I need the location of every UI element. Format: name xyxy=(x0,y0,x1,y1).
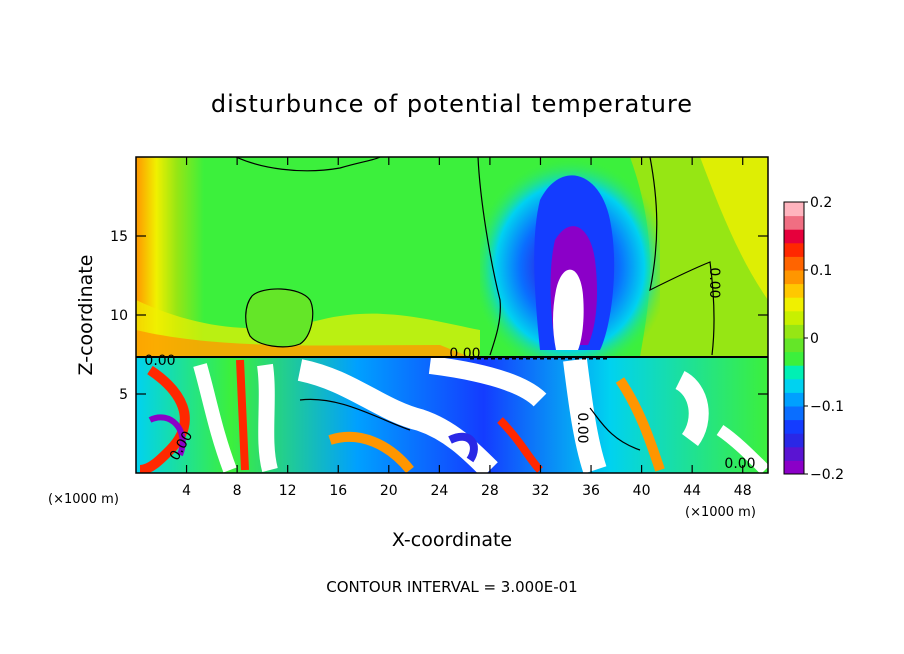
y-tick-label: 5 xyxy=(119,387,128,403)
colorbar-swatch xyxy=(784,460,804,475)
colorbar-swatch xyxy=(784,297,804,312)
colorbar-swatch xyxy=(784,229,804,244)
warm-blob xyxy=(245,288,313,347)
colorbar-swatch xyxy=(784,242,804,257)
x-unit-label-right: (×1000 m) xyxy=(685,505,756,520)
colorbar-swatch xyxy=(784,215,804,230)
x-unit-label-left: (×1000 m) xyxy=(48,492,119,507)
x-tick-label: 36 xyxy=(582,483,600,499)
x-tick-label: 32 xyxy=(532,483,550,499)
colorbar-swatch xyxy=(784,310,804,325)
contour-label: 0.00 xyxy=(144,353,175,369)
contour-label: 0.00 xyxy=(706,267,722,298)
colorbar-swatch xyxy=(784,324,804,339)
contour-labels: 0.00 0.00 0.00 0.00 0.00 0.00 xyxy=(144,267,755,472)
colorbar-swatch xyxy=(784,433,804,448)
colorbar-swatch xyxy=(784,419,804,434)
x-tick-label: 8 xyxy=(233,483,242,499)
colorbar-swatch xyxy=(784,202,804,217)
x-axis-label: X-coordinate xyxy=(392,529,512,551)
chart-title: disturbunce of potential temperature xyxy=(211,90,693,118)
colorbar-swatch xyxy=(784,351,804,366)
colorbar-tick-label: 0.2 xyxy=(810,195,832,211)
contour-lines xyxy=(235,157,715,451)
x-tick-label: 4 xyxy=(182,483,191,499)
x-tick-label: 20 xyxy=(380,483,398,499)
y-tick-label: 15 xyxy=(110,229,128,245)
colorbar-swatch xyxy=(784,446,804,461)
contour-label: 0.00 xyxy=(574,412,590,443)
x-tick-label: 12 xyxy=(279,483,297,499)
x-tick-label: 48 xyxy=(734,483,752,499)
colorbar-tick-label: −0.1 xyxy=(810,399,844,415)
colorbar-tick-label: 0.1 xyxy=(810,263,832,279)
colorbar-swatch xyxy=(784,283,804,298)
y-axis-label: Z-coordinate xyxy=(75,255,97,376)
colorbar-swatch xyxy=(784,256,804,271)
x-tick-label: 16 xyxy=(329,483,347,499)
colorbar-swatch xyxy=(784,338,804,353)
colorbar-tick-label: −0.2 xyxy=(810,467,844,483)
colorbar: 0.2 0.1 0 −0.1 −0.2 xyxy=(783,195,844,483)
x-tick-label: 24 xyxy=(430,483,448,499)
white-plume xyxy=(553,269,584,350)
x-tick-label: 40 xyxy=(633,483,651,499)
y-tick-label: 10 xyxy=(110,308,128,324)
colorbar-swatch xyxy=(784,406,804,421)
colorbar-swatch xyxy=(784,365,804,380)
x-tick-label: 44 xyxy=(683,483,701,499)
colorbar-swatch xyxy=(784,378,804,393)
right-warm-region xyxy=(700,157,768,300)
y-axis: 5 10 15 xyxy=(110,229,768,403)
lower-turbulent-features xyxy=(139,356,768,473)
x-tick-label: 28 xyxy=(481,483,499,499)
colorbar-swatch xyxy=(784,270,804,285)
warm-layer-base xyxy=(136,330,470,357)
plot-area xyxy=(136,157,768,473)
contour-interval-note: CONTOUR INTERVAL = 3.000E-01 xyxy=(326,578,577,596)
contour-label: 0.00 xyxy=(449,346,480,362)
colorbar-swatch xyxy=(784,392,804,407)
contour-label: 0.00 xyxy=(724,456,755,472)
colorbar-tick-label: 0 xyxy=(810,331,819,347)
x-axis: 4 8 12 16 20 24 28 32 36 40 44 48 xyxy=(182,157,752,499)
